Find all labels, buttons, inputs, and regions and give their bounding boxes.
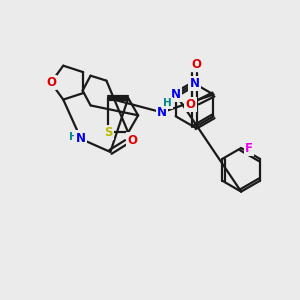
Text: F: F	[245, 142, 253, 154]
Text: S: S	[104, 126, 112, 139]
Text: H: H	[69, 132, 78, 142]
Text: N: N	[76, 132, 85, 145]
Text: O: O	[192, 58, 202, 71]
Text: N: N	[190, 77, 200, 90]
Text: N: N	[171, 88, 181, 101]
Text: O: O	[127, 134, 137, 147]
Text: N: N	[157, 106, 167, 119]
Text: H: H	[164, 98, 172, 108]
Text: O: O	[46, 76, 56, 89]
Text: O: O	[186, 98, 196, 111]
